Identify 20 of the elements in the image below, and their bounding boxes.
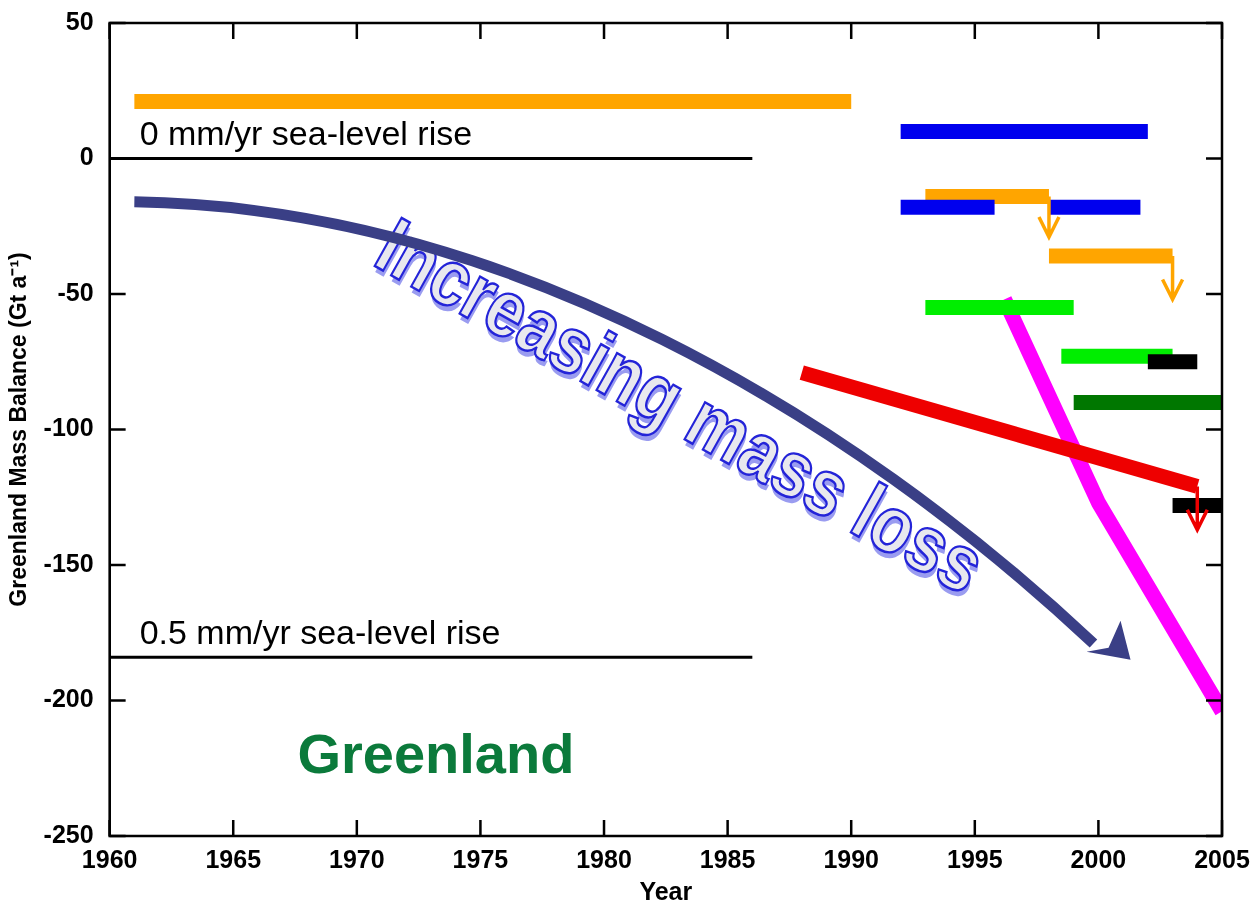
annotation: Greenland xyxy=(297,721,575,785)
series-label: 0 mm/yr sea-level rise xyxy=(139,113,473,152)
y-tick-label: 50 xyxy=(65,6,94,35)
x-tick-label: 2000 xyxy=(1070,844,1127,873)
x-tick-label: 1985 xyxy=(699,844,756,873)
x-axis-title: Year xyxy=(639,876,693,905)
y-tick-label: -100 xyxy=(43,413,94,442)
x-tick-label: 1970 xyxy=(329,844,385,873)
x-tick-label: 1965 xyxy=(205,844,262,873)
series-label: 0.5 mm/yr sea-level rise xyxy=(139,612,501,651)
x-tick-label: 1980 xyxy=(576,844,632,873)
y-tick-label: -200 xyxy=(43,684,94,713)
y-tick-label: 0 xyxy=(79,142,94,171)
x-tick-label: 1990 xyxy=(823,844,880,873)
x-tick-label: 2005 xyxy=(1194,844,1250,873)
y-tick-label: -50 xyxy=(57,277,94,306)
y-tick-label: -150 xyxy=(43,548,94,577)
x-tick-label: 1975 xyxy=(452,844,509,873)
x-tick-label: 1995 xyxy=(947,844,1003,873)
y-axis-title: Greenland Mass Balance (Gt a⁻¹) xyxy=(5,252,32,607)
